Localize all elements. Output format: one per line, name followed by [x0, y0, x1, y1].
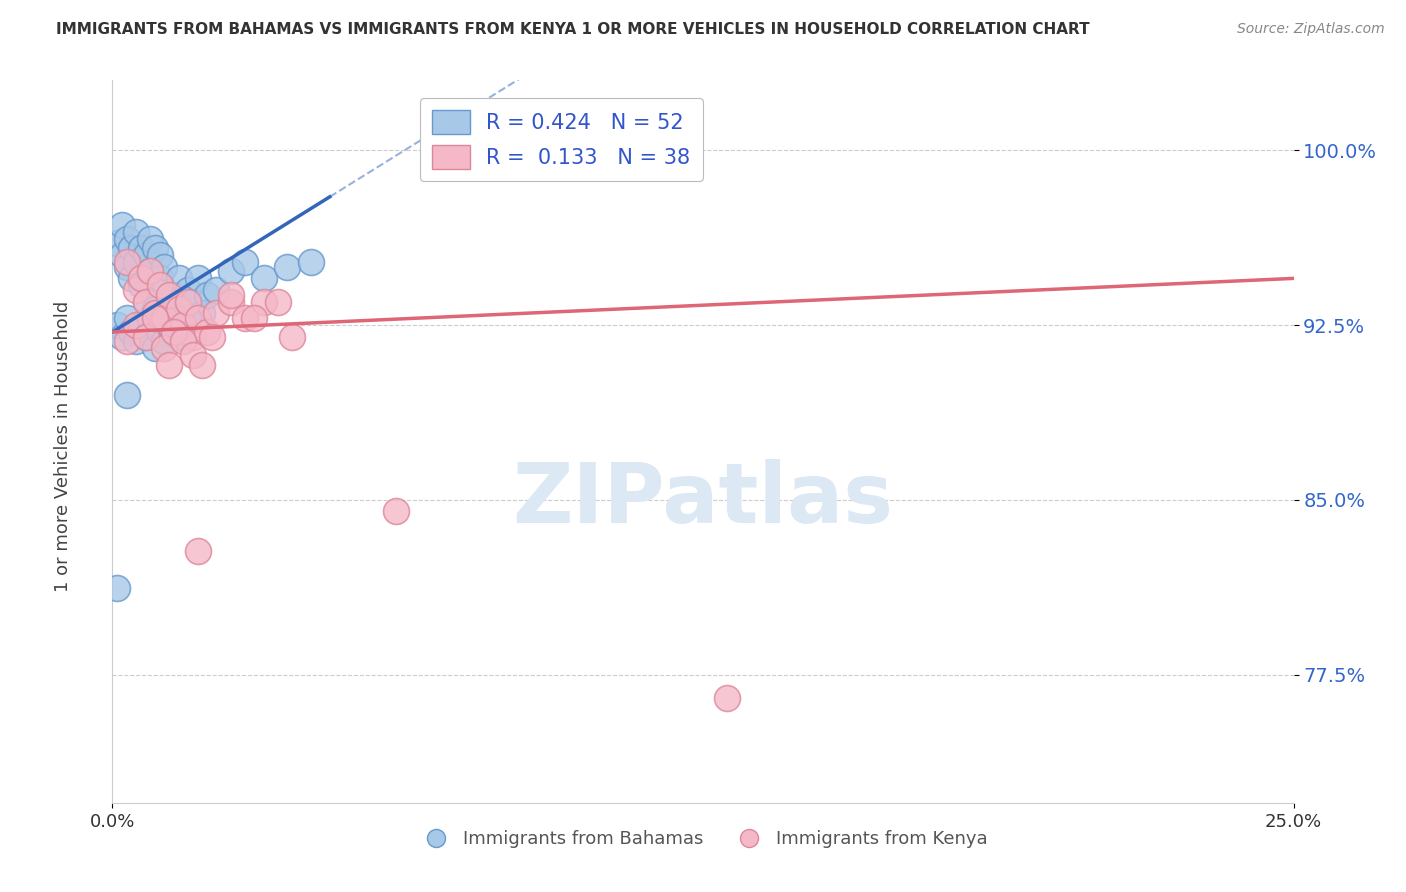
Point [167, 271, 190, 285]
Point [191, 306, 214, 320]
Point [167, 301, 190, 316]
Point [149, 248, 172, 262]
Point [111, 329, 134, 343]
Point [157, 318, 180, 332]
Point [125, 318, 148, 332]
Point [201, 329, 224, 343]
Point [233, 255, 256, 269]
Point [105, 236, 128, 251]
Point [115, 260, 138, 274]
Point [135, 294, 157, 309]
Point [139, 232, 162, 246]
Point [385, 504, 408, 518]
Point [115, 388, 138, 402]
Point [125, 225, 148, 239]
Point [125, 283, 148, 297]
Legend: Immigrants from Bahamas, Immigrants from Kenya: Immigrants from Bahamas, Immigrants from… [411, 822, 995, 855]
Point [135, 294, 157, 309]
Point [143, 306, 166, 320]
Point [143, 301, 166, 316]
Point [186, 544, 208, 558]
Point [243, 311, 266, 326]
Point [149, 278, 172, 293]
Point [172, 318, 194, 332]
Point [143, 311, 166, 326]
Point [157, 294, 180, 309]
Point [157, 287, 180, 301]
Point [276, 260, 298, 274]
Text: 1 or more Vehicles in Household: 1 or more Vehicles in Household [55, 301, 72, 591]
Point [135, 329, 157, 343]
Point [191, 358, 214, 372]
Point [125, 334, 148, 349]
Point [111, 218, 134, 232]
Text: ZIPatlas: ZIPatlas [513, 458, 893, 540]
Point [219, 264, 242, 278]
Point [105, 582, 128, 596]
Point [253, 294, 276, 309]
Point [115, 334, 138, 349]
Point [167, 329, 190, 343]
Point [163, 287, 186, 301]
Point [716, 690, 738, 705]
Point [181, 294, 204, 309]
Point [135, 329, 157, 343]
Point [205, 283, 228, 297]
Point [105, 318, 128, 332]
Point [253, 271, 276, 285]
Point [281, 329, 304, 343]
Point [153, 260, 176, 274]
Point [115, 255, 138, 269]
Point [195, 287, 218, 301]
Point [139, 264, 162, 278]
Point [129, 318, 152, 332]
Point [163, 325, 186, 339]
Point [129, 271, 152, 285]
Point [267, 294, 290, 309]
Point [233, 311, 256, 326]
Point [181, 329, 204, 343]
Point [143, 241, 166, 255]
Point [139, 311, 162, 326]
Point [139, 264, 162, 278]
Point [157, 358, 180, 372]
Point [120, 271, 142, 285]
Point [125, 255, 148, 269]
Point [115, 311, 138, 326]
Point [219, 294, 242, 309]
Point [172, 301, 194, 316]
Point [129, 241, 152, 255]
Point [177, 283, 200, 297]
Text: Source: ZipAtlas.com: Source: ZipAtlas.com [1237, 22, 1385, 37]
Point [153, 311, 176, 326]
Point [205, 306, 228, 320]
Point [219, 287, 242, 301]
Point [186, 311, 208, 326]
Point [195, 325, 218, 339]
Point [111, 248, 134, 262]
Point [177, 311, 200, 326]
Point [143, 341, 166, 355]
Point [120, 325, 142, 339]
Text: IMMIGRANTS FROM BAHAMAS VS IMMIGRANTS FROM KENYA 1 OR MORE VEHICLES IN HOUSEHOLD: IMMIGRANTS FROM BAHAMAS VS IMMIGRANTS FR… [56, 22, 1090, 37]
Point [120, 241, 142, 255]
Point [299, 255, 322, 269]
Point [181, 348, 204, 362]
Point [153, 334, 176, 349]
Point [172, 334, 194, 349]
Point [115, 232, 138, 246]
Point [149, 325, 172, 339]
Point [135, 248, 157, 262]
Point [186, 271, 208, 285]
Point [149, 271, 172, 285]
Point [177, 294, 200, 309]
Point [153, 341, 176, 355]
Point [129, 278, 152, 293]
Point [163, 325, 186, 339]
Point [153, 311, 176, 326]
